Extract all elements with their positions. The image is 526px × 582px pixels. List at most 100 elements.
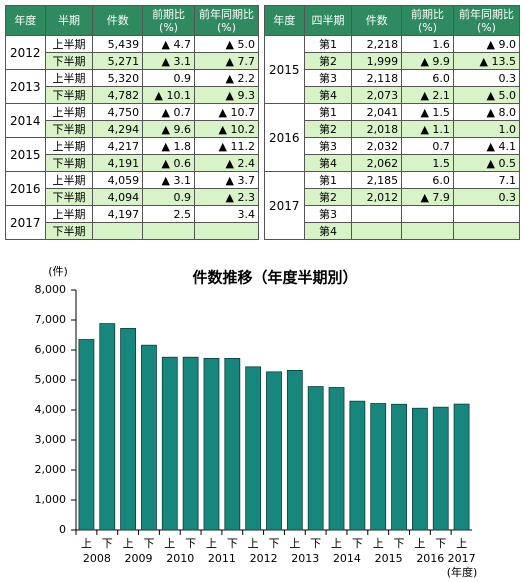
header-cell: 件数 xyxy=(351,5,403,36)
y-tick-label: 7,000 xyxy=(35,313,67,326)
cell: 4,294 xyxy=(92,120,144,138)
bar xyxy=(370,403,387,531)
cell: 上半期 xyxy=(44,205,94,223)
cell: ▲ 2.4 xyxy=(193,154,260,172)
year-cell: 2014 xyxy=(5,103,46,138)
x-group-label: 2016 xyxy=(416,552,444,565)
x-axis-label: (年度) xyxy=(447,565,478,579)
table-row: 第3 2,032 0.7 ▲ 4.1 xyxy=(265,137,521,155)
x-tick-label: 上 xyxy=(289,537,300,550)
cell: ▲ 2.2 xyxy=(193,69,260,87)
bar xyxy=(411,407,428,531)
x-group-label: 2009 xyxy=(125,552,153,565)
year-cell: 2016 xyxy=(264,103,305,172)
x-tick-label: 上 xyxy=(123,537,134,550)
table-row: 2013 上半期 5,320 0.9 ▲ 2.2 xyxy=(5,69,260,104)
table-row: 2016 上半期 4,059 ▲ 3.1 ▲ 3.7 xyxy=(5,171,260,206)
header-cell: 前年同期比 (%) xyxy=(452,5,521,36)
cell: 下半期 xyxy=(44,120,94,138)
cell: 第4 xyxy=(303,86,353,104)
table-row: 2017 第1 2,185 6.0 7.1 xyxy=(264,171,521,240)
cell: 第2 xyxy=(303,52,353,70)
table-row: 下半期 4,191 ▲ 0.6 ▲ 2.4 xyxy=(6,154,260,172)
cell: ▲ 9.0 xyxy=(452,35,521,53)
chart-title: 件数推移（年度半期別） xyxy=(192,269,357,287)
cell: 第4 xyxy=(303,154,353,172)
y-tick-label: 0 xyxy=(59,523,66,536)
y-tick-label: 1,000 xyxy=(35,493,67,506)
cell: ▲ 5.0 xyxy=(193,35,260,53)
x-group-label: 2015 xyxy=(375,552,403,565)
cell: 2,062 xyxy=(351,154,403,172)
x-group-label: 2011 xyxy=(208,552,236,565)
header-row: 年度 四半期 件数 前期比 (%) 前年同期比 (%) xyxy=(264,5,521,36)
cell: ▲ 0.6 xyxy=(142,154,195,172)
x-group-label: 2008 xyxy=(83,552,111,565)
x-tick-label: 上 xyxy=(248,537,259,550)
cell: 1.0 xyxy=(452,120,521,138)
cell xyxy=(401,205,454,223)
cell: 下半期 xyxy=(44,188,94,206)
year-cell: 2012 xyxy=(5,35,46,70)
bar xyxy=(99,323,116,531)
cell: 2,218 xyxy=(351,35,403,53)
table-row: 下半期 4,294 ▲ 9.6 ▲ 10.2 xyxy=(6,120,260,138)
cell: 上半期 xyxy=(44,69,94,87)
cell: ▲ 8.0 xyxy=(452,103,521,121)
cell: ▲ 1.8 xyxy=(142,137,195,155)
table-row: 第4 xyxy=(265,222,521,240)
cell: 2,032 xyxy=(351,137,403,155)
x-tick-label: 下 xyxy=(143,537,154,550)
y-tick-label: 3,000 xyxy=(35,433,67,446)
cell: 下半期 xyxy=(44,86,94,104)
bar xyxy=(453,403,470,531)
bar xyxy=(349,400,366,531)
cell: ▲ 3.7 xyxy=(193,171,260,189)
bar xyxy=(328,387,345,531)
header-cell: 件数 xyxy=(92,5,144,36)
cell: ▲ 0.7 xyxy=(142,103,195,121)
bar xyxy=(182,356,199,531)
cell: 0.3 xyxy=(452,69,521,87)
header-cell: 前年同期比 (%) xyxy=(193,5,260,36)
year-cell: 2015 xyxy=(264,35,305,104)
cell: ▲ 4.1 xyxy=(452,137,521,155)
year-cell: 2013 xyxy=(5,69,46,104)
cell: 下半期 xyxy=(44,52,94,70)
table-row: 第4 2,073 ▲ 2.1 ▲ 5.0 xyxy=(265,86,521,104)
cell: 1,999 xyxy=(351,52,403,70)
bar xyxy=(141,344,157,531)
cell: 第3 xyxy=(303,69,353,87)
left-table: 年度 半期 件数 前期比 (%) 前年同期比 (%) 2012 上半期 5,439 ▲ 4.7 ▲… xyxy=(5,5,260,240)
table-row: 2015 上半期 4,217 ▲ 1.8 ▲ 11.2 xyxy=(5,137,260,172)
cell: 第1 xyxy=(303,171,353,189)
table-row: 第4 2,062 1.5 ▲ 0.5 xyxy=(265,154,521,172)
cell xyxy=(452,222,521,240)
table-row: 第2 1,999 ▲ 9.9 ▲ 13.5 xyxy=(265,52,521,70)
bar xyxy=(266,371,282,531)
cell: 2,041 xyxy=(351,103,403,121)
x-tick-label: 下 xyxy=(185,537,196,550)
cell: 上半期 xyxy=(44,137,94,155)
cell: 2,118 xyxy=(351,69,403,87)
cell: 4,094 xyxy=(92,188,144,206)
y-tick-label: 5,000 xyxy=(35,373,67,386)
table-row: 2015 第1 2,218 1.6 ▲ 9.0 xyxy=(264,35,521,104)
bar xyxy=(432,406,449,531)
cell: ▲ 10.7 xyxy=(193,103,260,121)
cell: 5,271 xyxy=(92,52,144,70)
bar xyxy=(224,358,241,531)
bar xyxy=(203,358,220,531)
cell: 4,191 xyxy=(92,154,144,172)
cell: ▲ 1.1 xyxy=(401,120,454,138)
cell xyxy=(351,205,403,223)
bar xyxy=(307,386,324,531)
cell: 4,197 xyxy=(92,205,144,223)
cell: 6.0 xyxy=(401,171,454,189)
bar xyxy=(391,403,407,531)
cell: ▲ 7.7 xyxy=(193,52,260,70)
cell: ▲ 3.1 xyxy=(142,171,195,189)
cell: 2,018 xyxy=(351,120,403,138)
table-row: 下半期 5,271 ▲ 3.1 ▲ 7.7 xyxy=(6,52,260,70)
bar xyxy=(245,366,262,531)
